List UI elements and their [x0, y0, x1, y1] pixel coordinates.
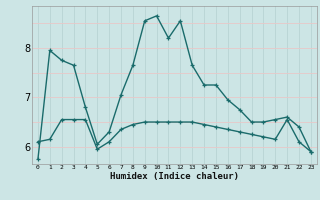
- X-axis label: Humidex (Indice chaleur): Humidex (Indice chaleur): [110, 172, 239, 181]
